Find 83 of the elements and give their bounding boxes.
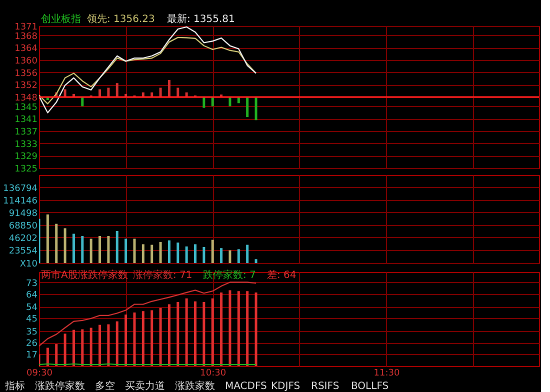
y-tick-label: 136794 <box>3 184 38 194</box>
bar <box>194 244 196 263</box>
bar <box>228 250 232 263</box>
y-tick-label: 46202 <box>8 234 38 244</box>
y-tick-label: 1352 <box>14 81 38 92</box>
y-tick-label: 1325 <box>14 164 38 174</box>
bar <box>116 230 118 263</box>
bar <box>55 224 58 263</box>
series-label: 差: 64 <box>267 269 296 281</box>
y-tick-label: 1333 <box>14 140 38 150</box>
bar <box>46 214 49 263</box>
y-tick-label: 1348 <box>14 94 38 104</box>
y-tick-label: X10 <box>20 260 38 270</box>
chart-title: 两市A股涨跌停家数 <box>41 269 128 281</box>
series-label: 最新: 1355.81 <box>167 13 235 25</box>
y-tick-label: 1364 <box>14 44 38 54</box>
text: 多空 <box>95 380 115 392</box>
text: 指标 <box>4 380 25 392</box>
bar <box>133 238 136 263</box>
bar <box>90 238 92 263</box>
y-tick-label: 64 <box>26 290 38 300</box>
y-tick-label: 1360 <box>14 56 38 66</box>
text: BOLLFS <box>351 381 389 392</box>
line-series <box>39 282 257 347</box>
chart-title: 创业板指 <box>41 13 81 25</box>
y-tick-label: 23554 <box>8 246 38 256</box>
bar <box>176 88 180 97</box>
y-tick-label: 45 <box>26 314 38 325</box>
y-tick-label: 35 <box>26 327 38 338</box>
y-tick-label: 54 <box>26 303 38 314</box>
text: 买卖力道 <box>125 380 165 392</box>
series-label: 涨停家数: 71 <box>133 269 192 281</box>
line-series <box>39 26 257 114</box>
bar <box>116 83 118 97</box>
bar <box>254 97 258 120</box>
bar <box>168 240 170 263</box>
y-tick-label: 1341 <box>14 115 38 126</box>
y-tick-label: 17 <box>26 350 38 361</box>
y-tick-label: 1337 <box>14 127 38 138</box>
bar <box>246 97 249 118</box>
bar <box>176 242 180 263</box>
y-tick-label: 26 <box>26 339 38 350</box>
y-tick-label: 1329 <box>14 152 38 162</box>
text: RSIFS <box>311 381 340 392</box>
bar <box>237 249 240 263</box>
bar <box>107 88 110 97</box>
bar <box>142 244 144 263</box>
text: KDJFS <box>271 381 300 392</box>
bar <box>185 246 188 263</box>
y-tick-label: 1371 <box>14 22 38 32</box>
bar <box>254 259 258 263</box>
bar <box>150 244 154 263</box>
text: MACDFS <box>225 381 267 392</box>
x-tick-label: 10:30 <box>200 368 226 378</box>
bar <box>98 236 102 263</box>
line-series <box>39 36 257 104</box>
y-tick-label: 1356 <box>14 68 38 79</box>
y-tick-label: 68850 <box>8 222 38 232</box>
bar <box>107 236 110 263</box>
bar <box>220 248 223 263</box>
bar <box>202 97 206 108</box>
x-tick-label: 11:30 <box>374 368 400 378</box>
bar <box>246 244 249 263</box>
y-tick-label: 1368 <box>14 32 38 42</box>
bar <box>211 240 214 263</box>
text: 涨跌停家数 <box>35 380 85 392</box>
bar <box>72 234 75 263</box>
text: 涨跌家数 <box>175 380 215 392</box>
y-tick-label: 114146 <box>3 196 38 206</box>
bar <box>124 238 128 263</box>
y-tick-label: 1345 <box>14 102 38 113</box>
bar <box>98 89 102 97</box>
y-tick-label: 91498 <box>8 209 38 219</box>
x-tick-label: 09:30 <box>26 368 53 378</box>
bar <box>81 236 84 263</box>
bar <box>159 242 162 263</box>
bar <box>64 89 66 97</box>
text: 领先: 1356.23 <box>87 13 155 25</box>
bar <box>64 228 66 263</box>
bar <box>168 80 170 97</box>
y-tick-label: 73 <box>26 278 38 289</box>
bar <box>202 246 206 263</box>
bar <box>159 88 162 97</box>
